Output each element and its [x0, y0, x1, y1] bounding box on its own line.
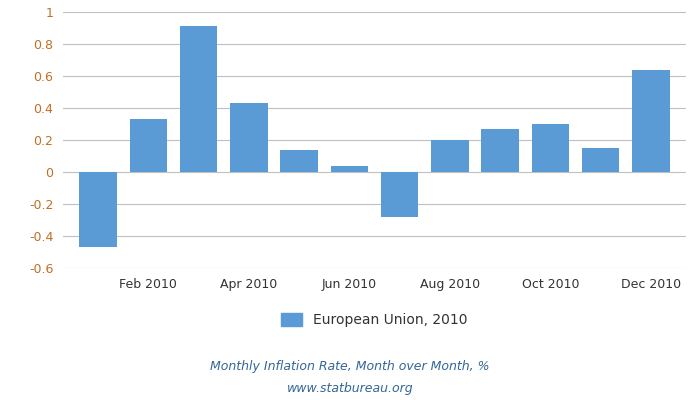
Bar [482, 129, 519, 172]
Bar [431, 140, 469, 172]
Bar [130, 119, 167, 172]
Bar [180, 26, 218, 172]
Bar [330, 166, 368, 172]
Legend: European Union, 2010: European Union, 2010 [281, 313, 468, 327]
Bar [280, 150, 318, 172]
Text: www.statbureau.org: www.statbureau.org [287, 382, 413, 395]
Bar [632, 70, 670, 172]
Bar [381, 172, 419, 217]
Text: Monthly Inflation Rate, Month over Month, %: Monthly Inflation Rate, Month over Month… [210, 360, 490, 373]
Bar [531, 124, 569, 172]
Bar [230, 103, 267, 172]
Bar [582, 148, 620, 172]
Bar [79, 172, 117, 247]
